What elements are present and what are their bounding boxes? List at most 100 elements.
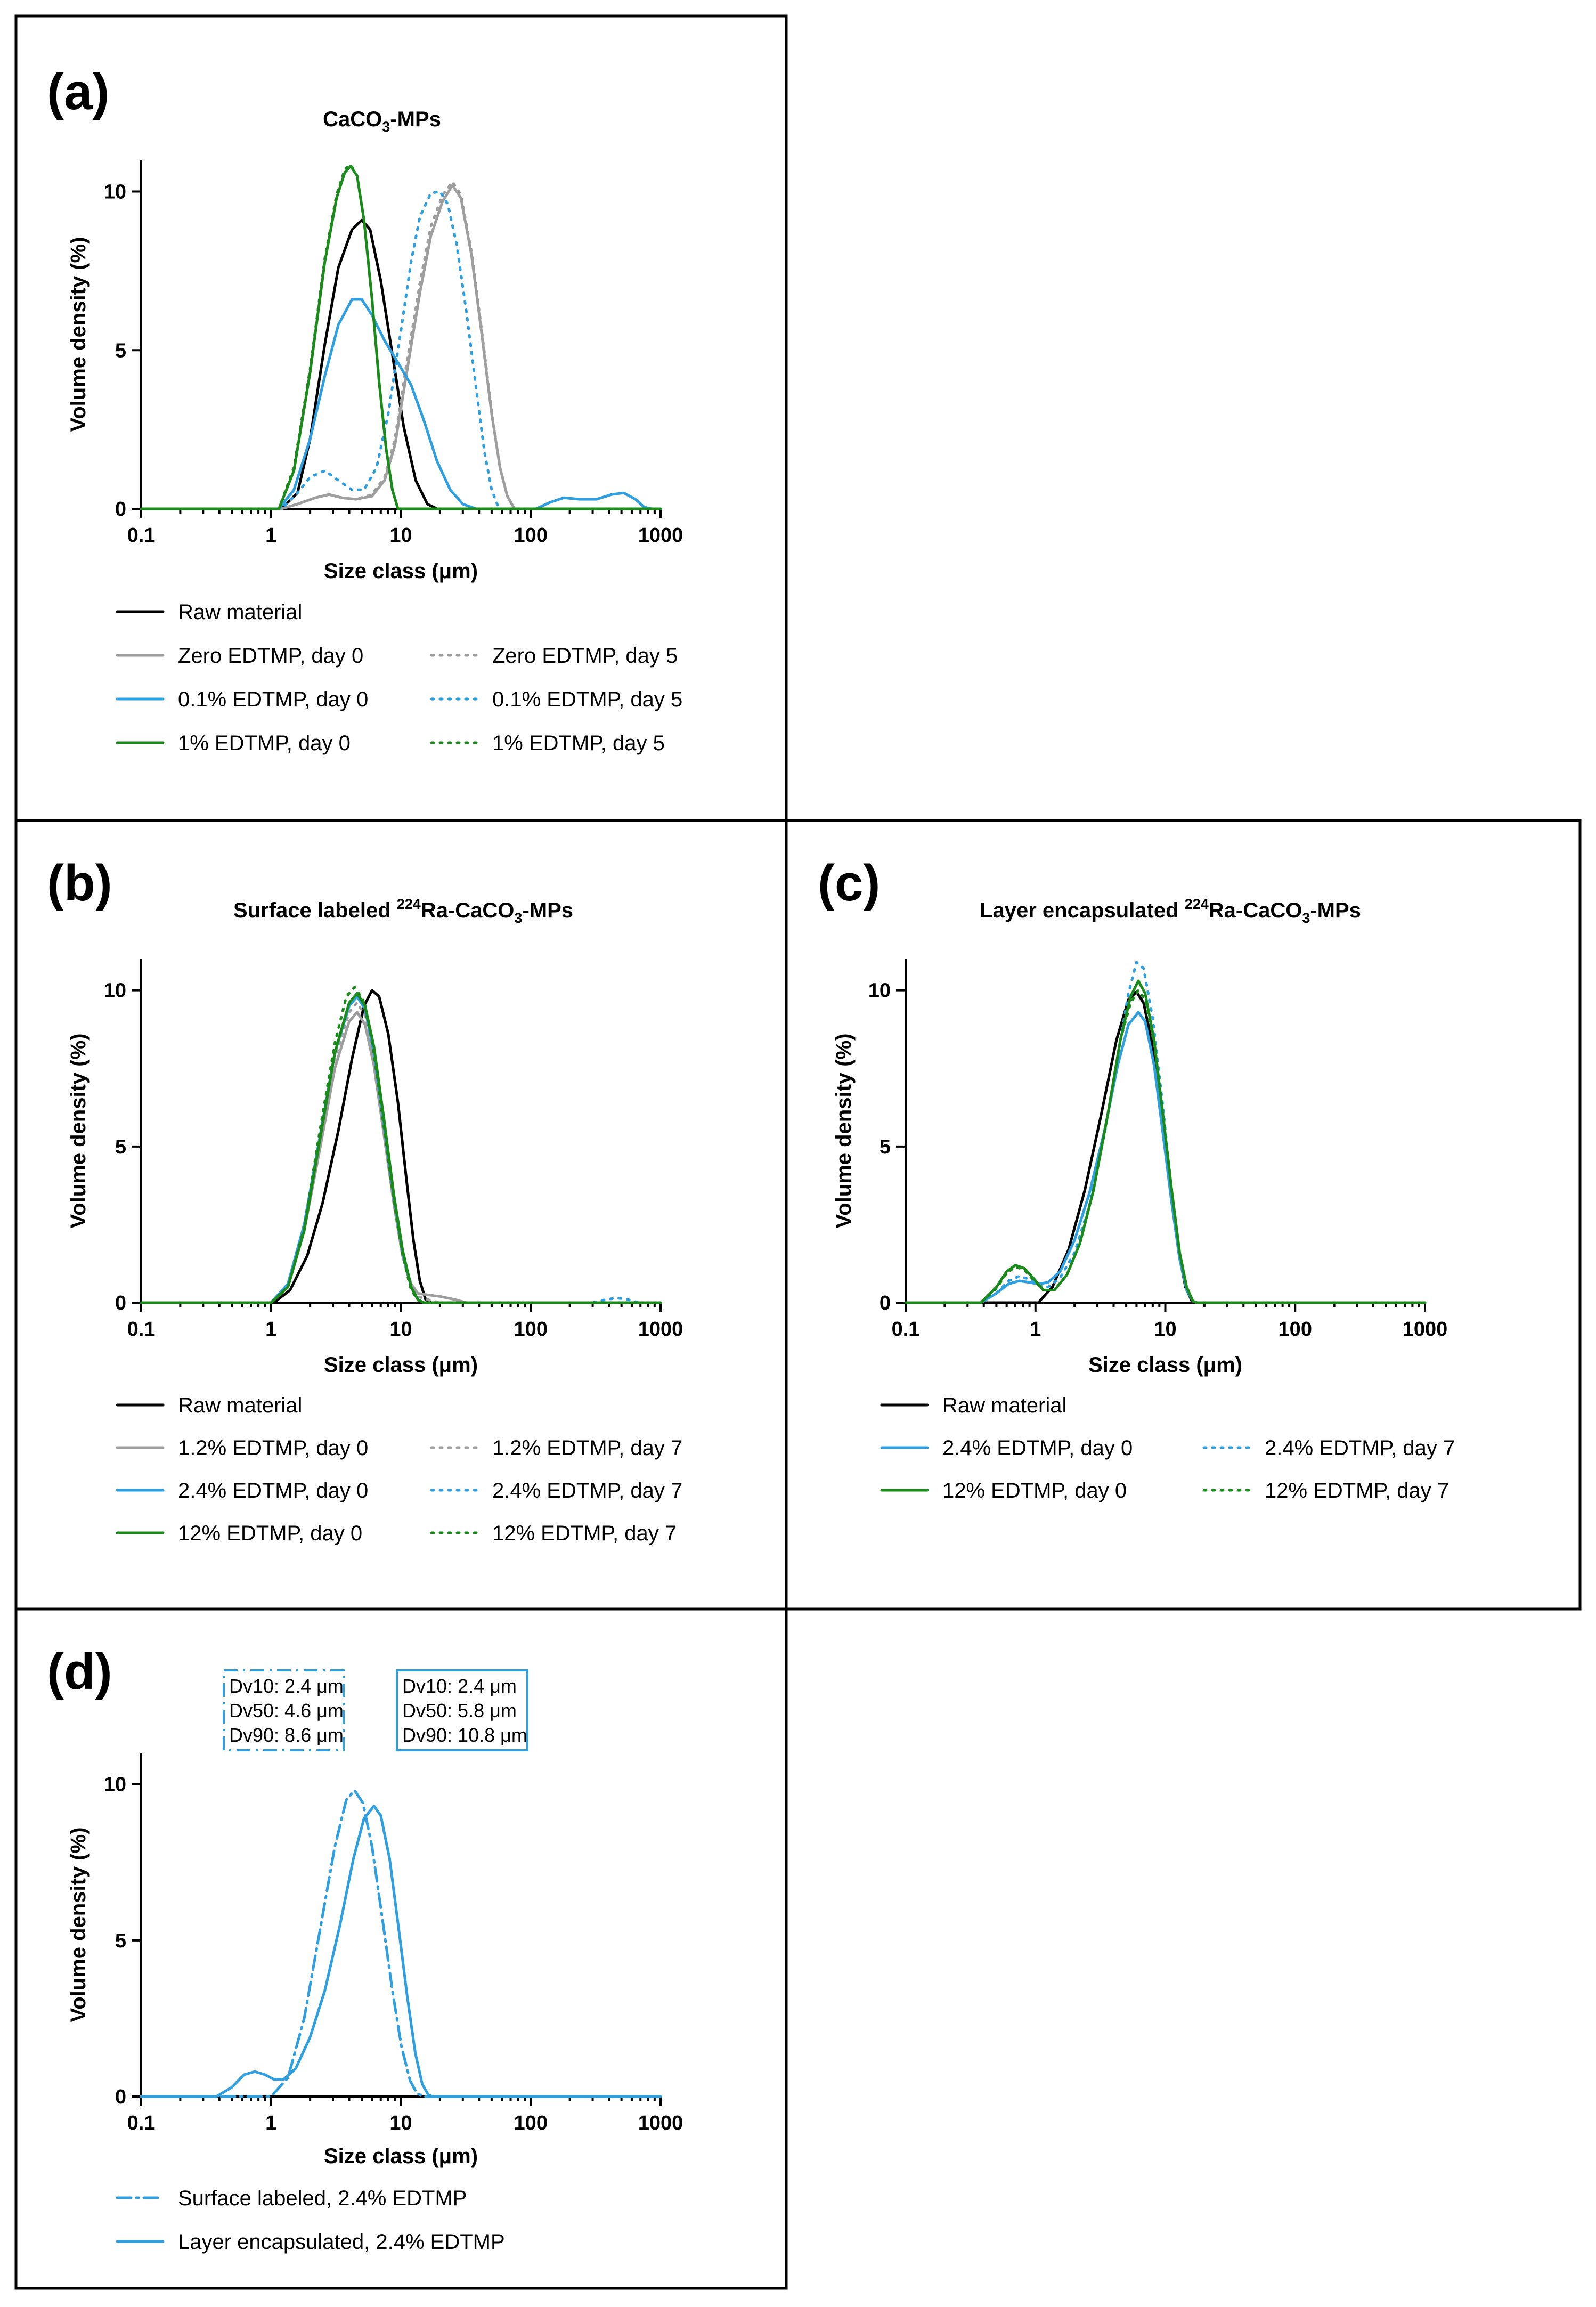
x-tick-label: 1000 bbox=[1403, 1318, 1448, 1341]
y-axis-title: Volume density (%) bbox=[67, 1827, 90, 2022]
y-tick-label: 10 bbox=[104, 181, 126, 204]
y-tick-label: 0 bbox=[115, 2086, 126, 2108]
legend-label: Raw material bbox=[178, 1394, 302, 1417]
series-line-4 bbox=[140, 995, 662, 1304]
legend-label: Zero EDTMP, day 0 bbox=[178, 644, 363, 668]
chart-title: Layer encapsulated 224Ra-CaCO3-MPs bbox=[980, 896, 1361, 926]
legend-label: 1% EDTMP, day 5 bbox=[492, 732, 665, 755]
dv-annotation-box bbox=[223, 1669, 345, 1751]
x-tick-label: 100 bbox=[1279, 1318, 1312, 1341]
legend-label: 12% EDTMP, day 7 bbox=[492, 1522, 677, 1545]
legend-label: 1% EDTMP, day 0 bbox=[178, 732, 351, 755]
frame-c bbox=[785, 819, 1582, 1611]
chart-title: CaCO3-MPs bbox=[323, 108, 441, 135]
panel-label: (a) bbox=[47, 63, 109, 120]
series-line-5 bbox=[140, 992, 662, 1304]
series-line-1 bbox=[140, 218, 662, 510]
series-line-2 bbox=[904, 1011, 1427, 1304]
legend-label: Layer encapsulated, 2.4% EDTMP bbox=[178, 2230, 505, 2254]
legend-label: Surface labeled, 2.4% EDTMP bbox=[178, 2187, 467, 2210]
panel-a: (a) CaCO3-MPs 0.1 1 10 100 1000 0 5 10 Size class … bbox=[47, 63, 683, 755]
dv-annotation-text: Dv50: 5.8 μm bbox=[402, 1700, 517, 1721]
dv-annotation-text: Dv10: 2.4 μm bbox=[229, 1675, 344, 1697]
x-tick-label: 1 bbox=[265, 1318, 276, 1341]
x-tick-label: 10 bbox=[389, 2112, 412, 2134]
series-line-7 bbox=[140, 986, 662, 1304]
x-axis-title: Size class (μm) bbox=[324, 559, 478, 583]
x-tick-label: 0.1 bbox=[127, 524, 156, 547]
x-tick-label: 10 bbox=[389, 1318, 412, 1341]
legend-label: 12% EDTMP, day 0 bbox=[178, 1522, 362, 1545]
legend-label: 12% EDTMP, day 0 bbox=[942, 1479, 1127, 1502]
panel-label: (c) bbox=[818, 855, 880, 912]
y-tick-label: 5 bbox=[115, 1136, 126, 1158]
panel-d: (d) 0.1 1 10 100 1000 0 5 10 Size class (μm) Volum… bbox=[47, 1643, 683, 2254]
series-line-3 bbox=[140, 181, 662, 510]
panel-label: (d) bbox=[47, 1643, 112, 1700]
frame-d bbox=[14, 1607, 788, 2290]
chart-title: Surface labeled 224Ra-CaCO3-MPs bbox=[233, 896, 573, 926]
x-tick-label: 100 bbox=[514, 1318, 548, 1341]
legend-label: 2.4% EDTMP, day 0 bbox=[178, 1479, 368, 1502]
x-tick-label: 10 bbox=[389, 524, 412, 547]
y-tick-label: 0 bbox=[880, 1292, 891, 1314]
legend-label: 1.2% EDTMP, day 0 bbox=[178, 1436, 368, 1460]
x-tick-label: 1000 bbox=[638, 1318, 683, 1341]
series-line-2 bbox=[140, 1011, 662, 1304]
x-tick-label: 1 bbox=[1030, 1318, 1041, 1341]
legend-label: 2.4% EDTMP, day 7 bbox=[492, 1479, 682, 1502]
y-tick-label: 0 bbox=[115, 1292, 126, 1314]
series-line-5 bbox=[140, 190, 662, 510]
series-line-2 bbox=[140, 1805, 662, 2098]
series-line-7 bbox=[140, 163, 662, 510]
dv-annotation-text: Dv90: 10.8 μm bbox=[402, 1724, 527, 1746]
y-axis-title: Volume density (%) bbox=[832, 1034, 856, 1229]
series-line-4 bbox=[904, 979, 1427, 1304]
y-tick-label: 10 bbox=[868, 980, 891, 1002]
y-tick-label: 10 bbox=[104, 980, 126, 1002]
y-tick-label: 5 bbox=[880, 1136, 891, 1158]
y-tick-label: 10 bbox=[104, 1774, 126, 1796]
x-tick-label: 0.1 bbox=[127, 2112, 156, 2134]
y-tick-label: 5 bbox=[115, 1930, 126, 1952]
y-tick-label: 0 bbox=[115, 498, 126, 521]
legend-label: 2.4% EDTMP, day 7 bbox=[1265, 1436, 1455, 1460]
series-line-6 bbox=[140, 992, 662, 1304]
x-tick-label: 1 bbox=[265, 2112, 276, 2134]
panel-frames bbox=[14, 14, 1582, 2290]
legend-label: 0.1% EDTMP, day 0 bbox=[178, 688, 368, 711]
dv-annotation-box bbox=[396, 1669, 528, 1751]
x-axis-title: Size class (μm) bbox=[324, 1353, 478, 1377]
y-axis-title: Volume density (%) bbox=[67, 237, 90, 432]
y-axis-title: Volume density (%) bbox=[67, 1034, 90, 1229]
series-line-3 bbox=[140, 1001, 662, 1304]
x-axis-title: Size class (μm) bbox=[1088, 1353, 1242, 1377]
x-axis-title: Size class (μm) bbox=[324, 2144, 478, 2168]
x-tick-label: 0.1 bbox=[127, 1318, 156, 1341]
x-tick-label: 1 bbox=[265, 524, 276, 547]
x-tick-label: 10 bbox=[1154, 1318, 1176, 1341]
series-line-2 bbox=[140, 184, 662, 510]
series-line-4 bbox=[140, 298, 662, 510]
legend-label: 0.1% EDTMP, day 5 bbox=[492, 688, 682, 711]
dv-annotation-text: Dv10: 2.4 μm bbox=[402, 1675, 517, 1697]
panel-c: (c) Layer encapsulated 224Ra-CaCO3-MPs 0.1… bbox=[818, 855, 1455, 1502]
series-line-1 bbox=[140, 989, 662, 1304]
x-tick-label: 1000 bbox=[638, 2112, 683, 2134]
panel-label: (b) bbox=[47, 855, 112, 912]
x-tick-label: 100 bbox=[514, 2112, 548, 2134]
series-line-1 bbox=[140, 1789, 662, 2098]
panel-b: (b) Surface labeled 224Ra-CaCO3-MPs 0.1 1 10… bbox=[47, 855, 683, 1545]
legend-label: 2.4% EDTMP, day 0 bbox=[942, 1436, 1133, 1460]
dv-annotation-text: Dv90: 8.6 μm bbox=[229, 1724, 344, 1746]
x-tick-label: 1000 bbox=[638, 524, 683, 547]
x-tick-label: 100 bbox=[514, 524, 548, 547]
series-line-5 bbox=[904, 989, 1427, 1304]
legend-label: Raw material bbox=[942, 1394, 1066, 1417]
legend-label: 1.2% EDTMP, day 7 bbox=[492, 1436, 682, 1460]
y-tick-label: 5 bbox=[115, 339, 126, 362]
legend-label: Zero EDTMP, day 5 bbox=[492, 644, 678, 668]
x-tick-label: 0.1 bbox=[892, 1318, 920, 1341]
dv-annotation-text: Dv50: 4.6 μm bbox=[229, 1700, 344, 1721]
